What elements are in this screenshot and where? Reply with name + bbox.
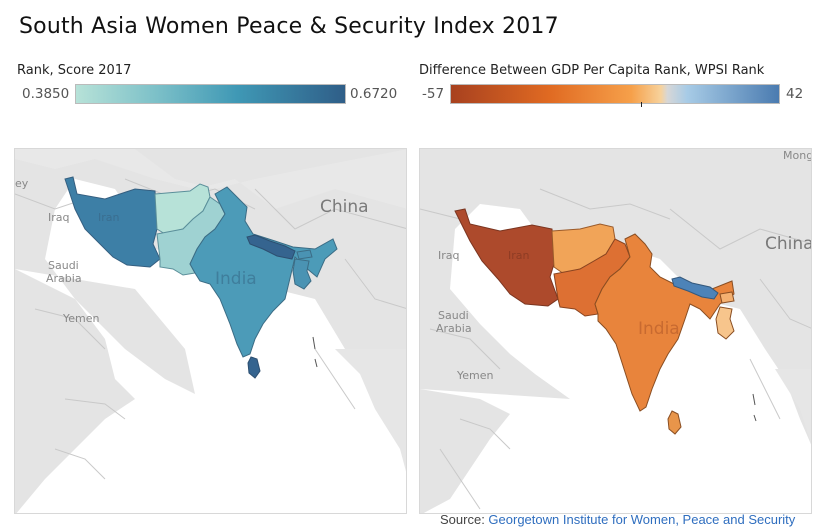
map-label-iran: Iran bbox=[508, 249, 530, 262]
legend-right-title: Difference Between GDP Per Capita Rank, … bbox=[419, 63, 765, 78]
country-bhutan bbox=[296, 249, 313, 260]
legend-right-min: -57 bbox=[422, 86, 445, 102]
map-label-yemen: Yemen bbox=[457, 369, 494, 382]
legend-left-color-ramp bbox=[75, 84, 346, 104]
map-label-turkey: ey bbox=[15, 177, 29, 190]
map-label-arabia: Arabia bbox=[436, 322, 472, 335]
map-label-iran: Iran bbox=[98, 211, 120, 224]
map-label-yemen: Yemen bbox=[63, 312, 100, 325]
country-sri-lanka bbox=[247, 356, 261, 379]
map-label-saudi: Saudi bbox=[48, 259, 79, 272]
map-label-saudi: Saudi bbox=[438, 309, 469, 322]
country-india bbox=[189, 186, 338, 358]
map-label-india: India bbox=[638, 319, 680, 339]
map-label-china: China bbox=[765, 234, 812, 254]
legend-right-color-ramp bbox=[450, 84, 780, 104]
source-link[interactable]: Georgetown Institute for Women, Peace an… bbox=[488, 512, 796, 527]
map-right-canvas[interactable] bbox=[420, 149, 812, 514]
page-title: South Asia Women Peace & Security Index … bbox=[19, 14, 559, 39]
legend-right-max: 42 bbox=[786, 86, 804, 102]
map-gdp-wpsi-difference[interactable]: Mong Iraq Iran Saudi Arabia Yemen China … bbox=[419, 148, 812, 514]
legend-right-zero-tick bbox=[641, 102, 642, 107]
map-label-mongolia: Mong bbox=[783, 149, 812, 162]
map-label-arabia: Arabia bbox=[46, 272, 82, 285]
map-label-iraq: Iraq bbox=[438, 249, 460, 262]
map-wpsi-score[interactable]: ey Iraq Iran Saudi Arabia Yemen China In… bbox=[14, 148, 407, 514]
legend-left-min: 0.3850 bbox=[22, 86, 70, 102]
country-india bbox=[594, 233, 735, 412]
source-note: Source: Georgetown Institute for Women, … bbox=[440, 512, 795, 527]
map-left-canvas[interactable] bbox=[15, 149, 407, 514]
country-bangladesh bbox=[715, 306, 735, 340]
country-bhutan bbox=[719, 291, 735, 304]
country-nepal bbox=[671, 276, 719, 300]
country-sri-lanka bbox=[667, 410, 682, 435]
country-nepal bbox=[246, 234, 296, 260]
country-bangladesh bbox=[292, 258, 312, 290]
legend-left-title: Rank, Score 2017 bbox=[17, 63, 132, 78]
legend-left-max: 0.6720 bbox=[350, 86, 398, 102]
map-label-iraq: Iraq bbox=[48, 211, 70, 224]
source-label: Source: bbox=[440, 512, 489, 527]
map-label-china: China bbox=[320, 197, 369, 217]
map-label-india: India bbox=[215, 269, 257, 289]
